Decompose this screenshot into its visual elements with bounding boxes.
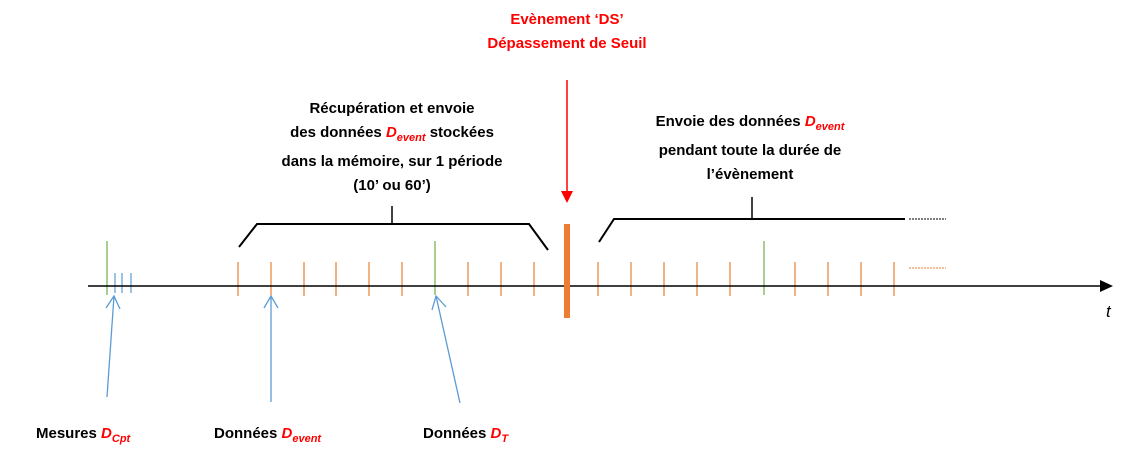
recovery-line4: (10’ ou 60’) <box>353 177 431 194</box>
event-title-line2: Dépassement de Seuil <box>487 35 647 52</box>
send-line3: l’évènement <box>706 166 794 183</box>
dt-pointer-arrow <box>435 295 461 404</box>
d-symbol: Devent <box>385 124 426 144</box>
d-symbol: Devent <box>804 113 845 133</box>
axis-arrowhead <box>1100 280 1113 292</box>
d-subscript: T <box>501 433 509 445</box>
d-letter: D <box>804 113 816 130</box>
d-letter: D <box>385 124 397 141</box>
devent-arrowhead <box>263 294 279 309</box>
recovery-line3: dans la mémoire, sur 1 période <box>281 153 503 170</box>
recovery-line1: Récupération et envoie <box>309 100 475 117</box>
text: Mesures <box>36 425 102 442</box>
label-donnees-devent: Données Devent <box>214 422 321 451</box>
d-subscript: Cpt <box>111 433 131 445</box>
d-letter: D <box>490 425 502 442</box>
d-symbol: Devent <box>281 425 322 445</box>
send-line1: Envoie des données Devent <box>620 110 880 139</box>
event-marker-bar <box>564 224 570 318</box>
d-subscript: event <box>815 121 845 133</box>
text: Données <box>214 425 282 442</box>
label-donnees-dt: Données DT <box>423 422 508 451</box>
send-line2: pendant toute la durée de <box>658 142 842 159</box>
text: Envoie des données <box>655 113 805 130</box>
send-bracket <box>598 218 905 243</box>
d-symbol: DT <box>490 425 509 445</box>
d-subscript: event <box>292 433 322 445</box>
text: des données <box>290 124 386 141</box>
event-arrowhead <box>561 191 573 203</box>
d-letter: D <box>101 425 112 442</box>
recovery-line2: des données Devent stockées <box>262 121 522 150</box>
dcpt-pointer-arrow <box>106 295 115 398</box>
event-title: Evènement ‘DS’ Dépassement de Seuil <box>447 8 687 56</box>
event-title-line1: Evènement ‘DS’ <box>510 11 624 28</box>
text: Données <box>423 425 491 442</box>
axis-label-t: t <box>1106 302 1111 321</box>
d-subscript: event <box>396 132 426 144</box>
recovery-description: Récupération et envoie des données Deven… <box>262 97 522 198</box>
dt-arrowhead <box>431 294 447 311</box>
dcpt-arrowhead <box>105 294 121 310</box>
text: stockées <box>425 124 494 141</box>
d-letter: D <box>281 425 293 442</box>
label-mesures-dcpt: Mesures DCpt <box>36 422 130 451</box>
recovery-bracket <box>238 223 549 251</box>
d-symbol: DCpt <box>101 425 131 445</box>
send-description: Envoie des données Devent pendant toute … <box>620 110 880 187</box>
